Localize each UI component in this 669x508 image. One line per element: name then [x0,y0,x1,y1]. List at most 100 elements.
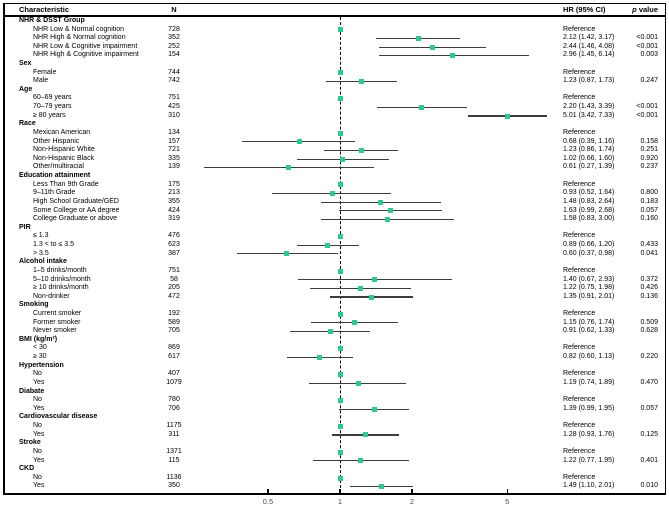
hr-ci-text: Reference [563,473,596,481]
axis-tick [411,488,413,493]
frame-top-line [3,2,666,4]
data-row: Yes 350 1.49 (1.10, 2.01) 0.010 [0,482,669,491]
section-row: NHR & DSST Group [0,17,669,26]
axis-tick-label: 2 [409,496,415,506]
hr-ci-text: Reference [563,232,596,240]
hr-ci-text: 1.63 (0.99, 2.68) [563,206,615,214]
hr-marker [337,27,343,33]
p-value-text: 0.237 [640,163,658,171]
row-label: Some College or AA degree [33,206,120,214]
row-label: Male [33,77,49,85]
row-label: ≥ 10 drinks/month [33,284,89,292]
row-label: Less Than 9th Grade [33,180,99,188]
p-value-text: 0.401 [640,456,658,464]
row-n: 335 [168,154,180,162]
row-n: 623 [168,241,180,249]
hr-marker [372,277,378,283]
data-row: Non-drinker 472 1.35 (0.91, 2.01) 0.136 [0,293,669,302]
data-row: No 1371 Reference [0,448,669,457]
row-label: Yes [33,482,45,490]
hr-marker [337,346,343,352]
row-n: 728 [168,25,180,33]
hr-marker [352,320,358,326]
header-rule [3,15,666,18]
hr-marker [337,130,343,136]
hr-marker [371,406,377,412]
section-label: Stroke [19,439,41,447]
section-label: Hypertension [19,361,64,369]
row-n: 154 [168,51,180,59]
section-row: Education attainment [0,172,669,181]
hr-ci-text: 1.22 (0.75, 1.98) [563,284,615,292]
data-row: Yes 311 1.28 (0.93, 1.76) 0.125 [0,431,669,440]
hr-ci-text: 1.22 (0.77, 1.95) [563,456,615,464]
hr-ci-text: 5.01 (3.42, 7.33) [563,111,615,119]
hr-marker [359,147,364,153]
hr-marker [337,475,343,481]
column-header-n: N [171,5,177,14]
hr-marker [337,423,343,429]
section-row: BMI (kg/m²) [0,336,669,345]
row-n: 175 [168,180,180,188]
hr-ci-text: 0.68 (0.39, 1.16) [563,137,615,145]
data-row: Some College or AA degree 424 1.63 (0.99, … [0,207,669,216]
row-label: Non-Hispanic Black [33,154,95,162]
data-row: No 1136 Reference [0,474,669,483]
data-row: Other Hispanic 157 0.68 (0.39, 1.16) 0.158 [0,138,669,147]
row-n: 157 [168,137,180,145]
row-label: Non-drinker [33,292,70,300]
axis-tick-label: 5 [505,496,510,506]
p-value-text: 0.010 [640,482,658,490]
p-value-text: 0.057 [640,206,658,214]
row-label: NHR Low & Normal cognition [33,25,125,33]
hr-marker [316,354,322,360]
section-row: Hypertension [0,362,669,371]
hr-ci-text: Reference [563,396,596,404]
hr-ci-text: 0.93 (0.52, 1.64) [563,189,615,197]
row-n: 350 [168,482,180,490]
data-row: Non-Hispanic White 721 1.23 (0.86, 1.74) 0.… [0,146,669,155]
row-label: Never smoker [33,327,77,335]
hr-ci-text: 1.49 (1.10, 2.01) [563,482,615,490]
column-header-characteristic: Characteristic [19,5,70,14]
hr-ci-text: 1.28 (0.93, 1.76) [563,430,615,438]
data-row: High School Graduate/GED 355 1.48 (0.83, 2… [0,198,669,207]
row-n: 476 [168,232,180,240]
row-label: NHR Low & Cognitive impairment [33,42,138,50]
row-label: Yes [33,404,45,412]
p-value-text: 0.057 [640,404,658,412]
p-value-text: 0.800 [640,189,658,197]
row-label: 1–5 drinks/month [33,266,87,274]
data-row: Yes 115 1.22 (0.77, 1.95) 0.401 [0,457,669,466]
row-label: No [33,447,42,455]
p-value-text: 0.920 [640,154,658,162]
axis-tick [339,488,341,493]
hr-marker [430,44,436,50]
section-label: Education attainment [19,172,91,180]
row-n: 742 [168,77,180,85]
p-value-text: 0.183 [640,197,658,205]
p-value-text: 0.470 [640,378,658,386]
row-label: > 3.5 [33,249,49,257]
hr-ci-text: 2.96 (1.45, 6.14) [563,51,615,59]
data-row: NHR Low & Cognitive impairment 252 2.44 (1… [0,43,669,52]
section-label: Age [19,85,33,93]
row-n: 407 [168,370,180,378]
hr-marker [358,285,364,291]
section-row: Alcohol intake [0,258,669,267]
row-label: < 30 [33,344,47,352]
hr-ci-text: 1.58 (0.83, 3.00) [563,215,615,223]
data-row: ≥ 30 617 0.82 (0.60, 1.13) 0.220 [0,353,669,362]
data-row: Non-Hispanic Black 335 1.02 (0.66, 1.60) 0.… [0,155,669,164]
axis-tick-label: 0.5 [262,496,274,506]
section-label: Smoking [19,301,49,309]
hr-ci-text: Reference [563,370,596,378]
hr-ci-text: Reference [563,25,596,33]
hr-marker [337,311,343,317]
p-value-text: 0.372 [640,275,658,283]
row-label: Yes [33,456,45,464]
section-row: Smoking [0,301,669,310]
data-row: Former smoker 589 1.15 (0.76, 1.74) 0.509 [0,319,669,328]
hr-ci-text: Reference [563,94,596,102]
